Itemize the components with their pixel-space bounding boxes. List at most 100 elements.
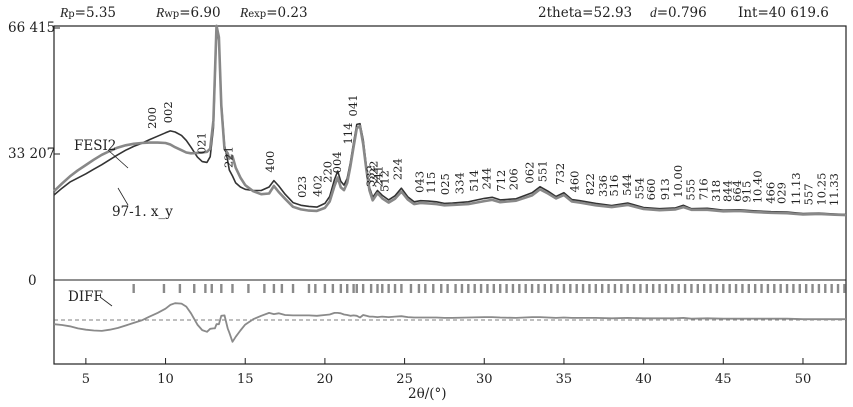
reflection-tick-7 — [231, 284, 234, 293]
reflection-tick-80 — [747, 284, 750, 293]
reflection-tick-60 — [620, 284, 623, 293]
reflection-tick-87 — [792, 284, 795, 293]
reflection-tick-40 — [492, 284, 496, 293]
reflection-tick-20 — [355, 284, 358, 293]
hkl-label: 544 — [620, 174, 634, 196]
reflection-tick-68 — [671, 284, 674, 293]
reflection-tick-43 — [511, 284, 515, 293]
pattern-file-annotation: 97-1. x_y — [112, 204, 173, 220]
y-tick-label-max: 66 415 — [8, 20, 55, 36]
hkl-label: 041 — [346, 94, 360, 116]
reflection-tick-32 — [440, 284, 443, 293]
rp-label: p — [68, 9, 75, 20]
reflection-tick-14 — [314, 284, 317, 293]
hkl-label: 712 — [494, 170, 508, 192]
hkl-label: 915 — [739, 181, 753, 203]
hkl-label: 200 — [145, 107, 159, 129]
reflection-tick-67 — [664, 284, 668, 293]
chart-annotations: FESI2 97-1. x_y DIFF — [68, 138, 173, 305]
hkl-label: 460 — [567, 171, 581, 193]
x-tick-label: 10 — [157, 372, 174, 387]
hkl-label: 043 — [413, 171, 427, 193]
reflection-tick-11 — [280, 284, 284, 293]
reflection-tick-77 — [728, 284, 731, 293]
hkl-label: 221 — [221, 146, 235, 168]
hkl-label: 244 — [480, 168, 494, 190]
reflection-tick-13 — [307, 284, 311, 293]
reflection-tick-19 — [352, 284, 355, 293]
hkl-label: 402 — [311, 175, 325, 197]
y-tick-label-zero: 0 — [28, 273, 37, 289]
reflection-tick-28 — [409, 284, 413, 293]
reflection-tick-59 — [613, 284, 617, 293]
reflection-tick-83 — [766, 284, 770, 293]
reflection-tick-42 — [505, 284, 508, 293]
profile-curves — [53, 24, 847, 343]
hkl-label: 029 — [774, 182, 788, 204]
hkl-label: 512 — [378, 170, 392, 192]
hkl-label: 004 — [330, 151, 344, 173]
hkl-label: 062 — [523, 162, 537, 184]
reflection-tick-69 — [677, 284, 680, 293]
hkl-label: 551 — [535, 160, 549, 182]
diff-leader-line — [99, 296, 113, 307]
hkl-label: 516 — [607, 175, 621, 197]
reflection-tick-76 — [722, 284, 725, 293]
x-tick-label: 25 — [396, 372, 413, 387]
reflection-tick-81 — [753, 284, 757, 293]
reflection-tick-95 — [843, 284, 846, 293]
reflection-tick-71 — [690, 284, 693, 293]
diff-annotation: DIFF — [68, 289, 103, 305]
x-axis-ticks: 5 10 15 20 25 30 35 40 45 50 — [82, 358, 812, 387]
fesi2-leader-line — [107, 149, 129, 169]
reflection-tick-48 — [543, 284, 547, 293]
reflection-tick-24 — [381, 284, 384, 293]
hkl-label: 332 — [363, 165, 377, 187]
reflection-tick-16 — [331, 284, 335, 293]
reflection-tick-86 — [785, 284, 789, 293]
x-tick-label: 5 — [82, 372, 90, 387]
hkl-label: 318 — [709, 180, 723, 202]
reflection-tick-66 — [658, 284, 661, 293]
reflection-tick-46 — [530, 284, 534, 293]
hkl-label: 220 — [320, 161, 334, 183]
x-tick-label: 50 — [795, 372, 812, 387]
reflection-tick-34 — [454, 284, 457, 293]
d-value: =0.796 — [656, 5, 707, 21]
hkl-label: 400 — [263, 151, 277, 173]
reflection-tick-4 — [204, 284, 207, 293]
rexp-label: exp — [248, 9, 267, 20]
reflection-tick-64 — [645, 284, 649, 293]
reflection-tick-18 — [346, 284, 349, 293]
hkl-label: 664 — [730, 180, 744, 202]
reflection-tick-56 — [594, 284, 598, 293]
reflection-tick-27 — [400, 284, 403, 293]
reflection-tick-29 — [417, 284, 421, 293]
reflection-tick-39 — [486, 284, 489, 293]
calculated-profile-line — [53, 24, 847, 217]
hkl-label: 466 — [763, 182, 777, 204]
twotheta-readout: 2theta=52.93 — [538, 5, 633, 21]
reflection-tick-78 — [734, 284, 738, 293]
rwp-stat: Rwp=6.90 — [156, 5, 221, 21]
hkl-label: 554 — [633, 178, 647, 200]
observed-profile-line — [53, 28, 847, 216]
reflection-tick-54 — [581, 284, 585, 293]
reflection-tick-61 — [626, 284, 629, 293]
d-stat: d=0.796 — [650, 5, 707, 21]
reflection-tick-90 — [811, 284, 814, 293]
reflection-tick-58 — [607, 284, 610, 293]
reflection-tick-23 — [376, 284, 379, 293]
reflection-tick-2 — [178, 284, 182, 293]
x-tick-label: 45 — [715, 372, 732, 387]
pattern-file-leader-line — [117, 187, 129, 206]
hkl-label: 224 — [390, 158, 404, 180]
reflection-tick-30 — [424, 284, 427, 293]
reflection-tick-36 — [467, 284, 470, 293]
reflection-tick-51 — [562, 284, 566, 293]
hkl-label: 115 — [424, 172, 438, 194]
hkl-label: 114 — [341, 123, 355, 145]
reflection-tick-45 — [524, 284, 527, 293]
hkl-label: 10.40 — [751, 170, 765, 203]
